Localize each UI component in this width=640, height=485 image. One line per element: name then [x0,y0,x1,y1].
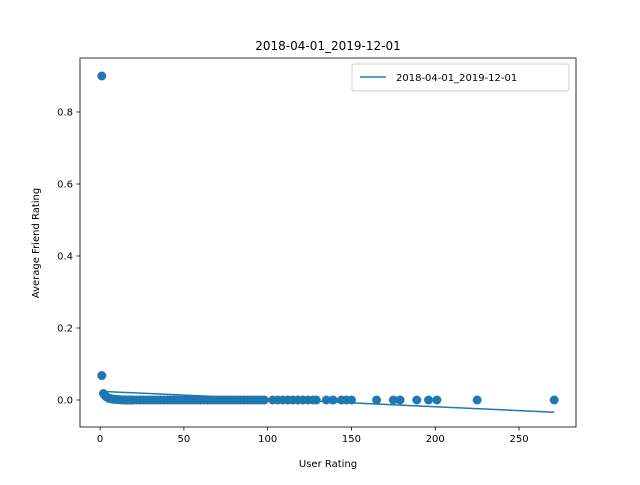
scatter-point [395,395,405,405]
x-tick-label: 200 [426,434,445,445]
scatter-point [97,371,107,381]
scatter-point [424,395,434,405]
scatter-point [549,395,559,405]
x-tick-label: 250 [509,434,528,445]
axes: 0 50 100 150 200 250 0.0 0.2 0.4 0.6 0.8 [57,57,577,445]
y-axis-label: Average Friend Rating [31,188,42,298]
scatter-point [372,395,382,405]
scatter-point [388,395,398,405]
chart-title: 2018-04-01_2019-12-01 [255,39,400,53]
axes-frame [79,57,577,428]
plot-area [97,71,559,413]
x-tick-label: 150 [342,434,361,445]
y-tick-label: 0.4 [57,252,73,263]
scatter-point [432,395,442,405]
trend-line [101,390,555,413]
y-tick-label: 0.2 [57,324,73,335]
legend-entry-label: 2018-04-01_2019-12-01 [396,73,517,84]
legend: 2018-04-01_2019-12-01 [351,63,570,92]
scatter-point [259,395,269,405]
x-tick-label: 0 [97,434,103,445]
scatter-point [412,395,422,405]
scatter-point [97,71,107,81]
legend-box [351,63,570,92]
x-axis-label: User Rating [299,459,357,470]
scatter-point [311,395,321,405]
y-tick-label: 0.6 [57,180,73,191]
x-tick-label: 100 [258,434,277,445]
y-tick-label: 0.0 [57,396,73,407]
scatter-point [472,395,482,405]
x-tick-label: 50 [178,434,191,445]
scatter-point [328,395,338,405]
y-tick-label: 0.8 [57,108,73,119]
